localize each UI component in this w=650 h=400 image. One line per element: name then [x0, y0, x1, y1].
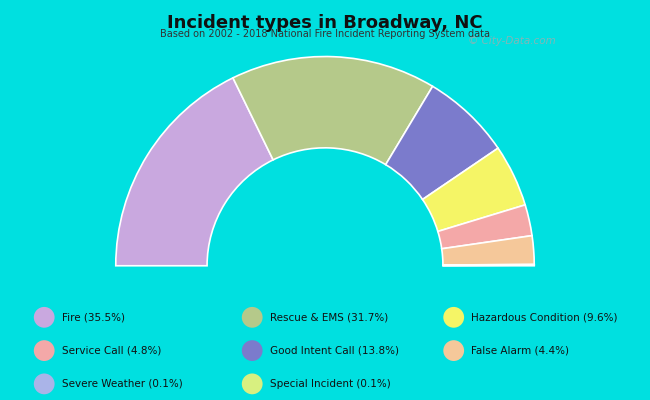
Text: Service Call (4.8%): Service Call (4.8%): [62, 346, 161, 356]
Text: © City-Data.com: © City-Data.com: [468, 36, 556, 46]
Wedge shape: [438, 205, 532, 249]
Ellipse shape: [242, 307, 263, 328]
Text: Hazardous Condition (9.6%): Hazardous Condition (9.6%): [471, 312, 618, 322]
Text: Fire (35.5%): Fire (35.5%): [62, 312, 125, 322]
Wedge shape: [385, 86, 498, 200]
Text: Rescue & EMS (31.7%): Rescue & EMS (31.7%): [270, 312, 388, 322]
Text: False Alarm (4.4%): False Alarm (4.4%): [471, 346, 569, 356]
Wedge shape: [422, 148, 525, 232]
Ellipse shape: [34, 340, 55, 361]
Ellipse shape: [443, 307, 464, 328]
Text: Incident types in Broadway, NC: Incident types in Broadway, NC: [167, 14, 483, 32]
Ellipse shape: [242, 374, 263, 394]
Wedge shape: [443, 265, 534, 266]
Ellipse shape: [242, 340, 263, 361]
Text: Severe Weather (0.1%): Severe Weather (0.1%): [62, 379, 183, 389]
Ellipse shape: [34, 307, 55, 328]
Text: Special Incident (0.1%): Special Incident (0.1%): [270, 379, 391, 389]
Ellipse shape: [34, 374, 55, 394]
Wedge shape: [116, 78, 273, 266]
Text: Good Intent Call (13.8%): Good Intent Call (13.8%): [270, 346, 398, 356]
Text: Based on 2002 - 2018 National Fire Incident Reporting System data: Based on 2002 - 2018 National Fire Incid…: [160, 29, 490, 39]
Wedge shape: [443, 264, 534, 265]
Ellipse shape: [443, 340, 464, 361]
Wedge shape: [233, 56, 433, 165]
Wedge shape: [442, 236, 534, 265]
